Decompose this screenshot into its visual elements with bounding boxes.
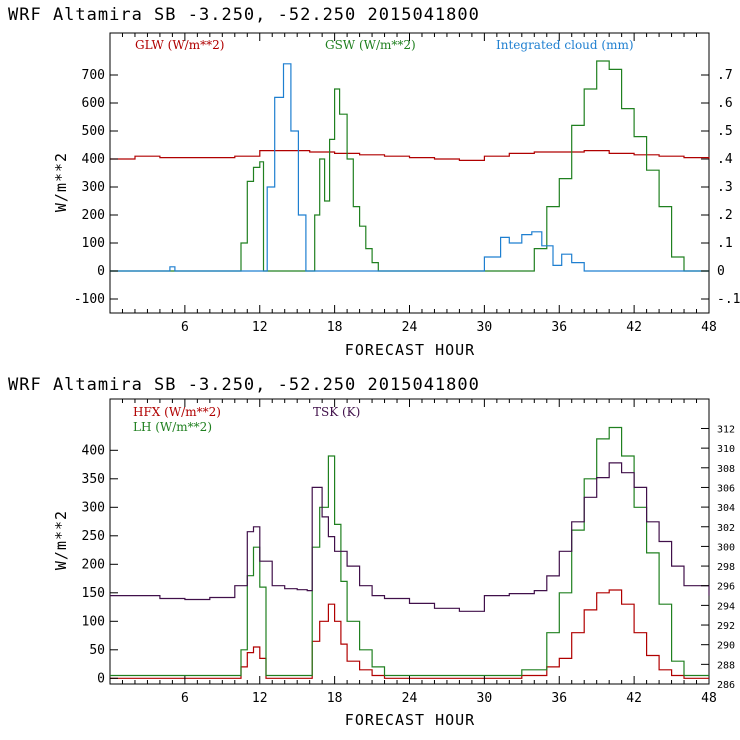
chart-1-y2tick-label: .1 [717, 236, 733, 251]
chart-2-ylabel: W/m**2 [52, 510, 70, 570]
chart-2-y2tick-label: 296 [717, 582, 735, 593]
chart-2-ytick-label: 100 [82, 614, 105, 629]
chart-2-axes: 6 12 18 24 30 36 42 48 0 50 100 150 200 250 300 350 400 2… [82, 399, 735, 706]
chart-2-ytick-label: 300 [82, 500, 105, 515]
chart-2-y2tick-label: 290 [717, 641, 735, 652]
chart-1-series [110, 60, 710, 272]
chart-2-ytick-label: 50 [89, 643, 105, 658]
chart-2-series-2-line [110, 426, 709, 677]
chart-2-xtick-label: 36 [551, 691, 567, 706]
chart-2-legend-lh: LH (W/m**2) [133, 420, 212, 434]
chart-1-title: WRF Altamira SB -3.250, -52.250 20150418… [8, 5, 480, 25]
chart-1-ytick-label: 300 [82, 180, 105, 195]
chart-2-y2tick-label: 298 [717, 562, 735, 573]
chart-1-y2tick-label: .3 [717, 180, 733, 195]
chart-1-y2tick-label: .6 [717, 96, 733, 111]
chart-1-series-2-line [110, 60, 709, 272]
chart-1-ytick-label: 0 [97, 264, 105, 279]
chart-1-xtick-label: 18 [327, 320, 343, 335]
chart-1-y2tick-label: .4 [717, 152, 733, 167]
chart-1-y2tick-label: .5 [717, 124, 733, 139]
chart-2-y2tick-label: 306 [717, 483, 735, 494]
chart-2-title: WRF Altamira SB -3.250, -52.250 20150418… [8, 375, 480, 395]
chart-1: WRF Altamira SB -3.250, -52.250 20150418… [8, 5, 740, 359]
chart-1-series-1-line [110, 150, 710, 161]
chart-1-xtick-label: 12 [252, 320, 268, 335]
chart-2-y2tick-label: 300 [717, 542, 735, 553]
chart-1-y2tick-label: .2 [717, 208, 733, 223]
chart-2-ytick-label: 200 [82, 557, 105, 572]
chart-1-xtick-label: 42 [626, 320, 642, 335]
chart-1-ylabel: W/m**2 [52, 152, 70, 212]
chart-2: WRF Altamira SB -3.250, -52.250 20150418… [8, 375, 735, 729]
chart-1-y2tick-label: 0 [717, 264, 725, 279]
chart-2-series-3-line [110, 462, 710, 612]
chart-2-ytick-label: 350 [82, 472, 105, 487]
chart-1-legend-cloud: Integrated cloud (mm) [496, 38, 634, 52]
chart-2-xtick-label: 48 [701, 691, 717, 706]
chart-2-xtick-label: 18 [327, 691, 343, 706]
chart-1-ytick-label: 100 [82, 236, 105, 251]
chart-1-xtick-label: 36 [551, 320, 567, 335]
chart-1-legend-gsw: GSW (W/m**2) [325, 38, 416, 52]
chart-2-xlabel: FORECAST HOUR [345, 711, 475, 729]
chart-2-ytick-label: 400 [82, 443, 105, 458]
chart-2-xtick-label: 24 [402, 691, 418, 706]
chart-2-y2tick-label: 288 [717, 660, 735, 671]
chart-2-xtick-label: 42 [626, 691, 642, 706]
chart-1-ytick-label: 400 [82, 152, 105, 167]
chart-1-y2tick-label: -.1 [717, 292, 740, 307]
chart-1-xtick-label: 48 [701, 320, 717, 335]
chart-2-series [110, 426, 710, 679]
chart-2-y2tick-label: 286 [717, 680, 735, 691]
chart-1-series-3-line [110, 63, 709, 272]
chart-2-ytick-label: 150 [82, 586, 105, 601]
chart-2-ytick-label: 250 [82, 529, 105, 544]
chart-2-xtick-label: 30 [477, 691, 493, 706]
chart-1-ytick-label: 200 [82, 208, 105, 223]
chart-1-legend-glw: GLW (W/m**2) [135, 38, 224, 52]
chart-2-xtick-label: 12 [252, 691, 268, 706]
chart-1-ytick-label: 700 [82, 68, 105, 83]
chart-2-plot-frame [109, 398, 710, 685]
chart-2-legend-tsk: TSK (K) [313, 405, 360, 419]
chart-2-y2tick-label: 304 [717, 503, 735, 514]
chart-1-ytick-label: -100 [74, 292, 105, 307]
chart-2-y2tick-label: 310 [717, 444, 735, 455]
chart-2-y2tick-label: 312 [717, 424, 735, 435]
chart-2-xtick-label: 6 [181, 691, 189, 706]
chart-1-axes: 6 12 18 24 30 36 42 48 -100 0 100 200 300 400 500 600 70… [74, 33, 740, 335]
chart-2-ytick-label: 0 [97, 671, 105, 686]
chart-1-xtick-label: 6 [181, 320, 189, 335]
chart-1-xtick-label: 24 [402, 320, 418, 335]
chart-1-xtick-label: 30 [477, 320, 493, 335]
chart-1-ytick-label: 600 [82, 96, 105, 111]
chart-2-y2tick-label: 302 [717, 523, 735, 534]
chart-1-xlabel: FORECAST HOUR [345, 341, 475, 359]
chart-2-legend-hfx: HFX (W/m**2) [133, 405, 221, 419]
chart-2-y2tick-label: 294 [717, 601, 735, 612]
chart-2-y2tick-label: 308 [717, 464, 735, 475]
chart-1-ytick-label: 500 [82, 124, 105, 139]
chart-1-y2tick-label: .7 [717, 68, 733, 83]
chart-2-y2tick-label: 292 [717, 621, 735, 632]
